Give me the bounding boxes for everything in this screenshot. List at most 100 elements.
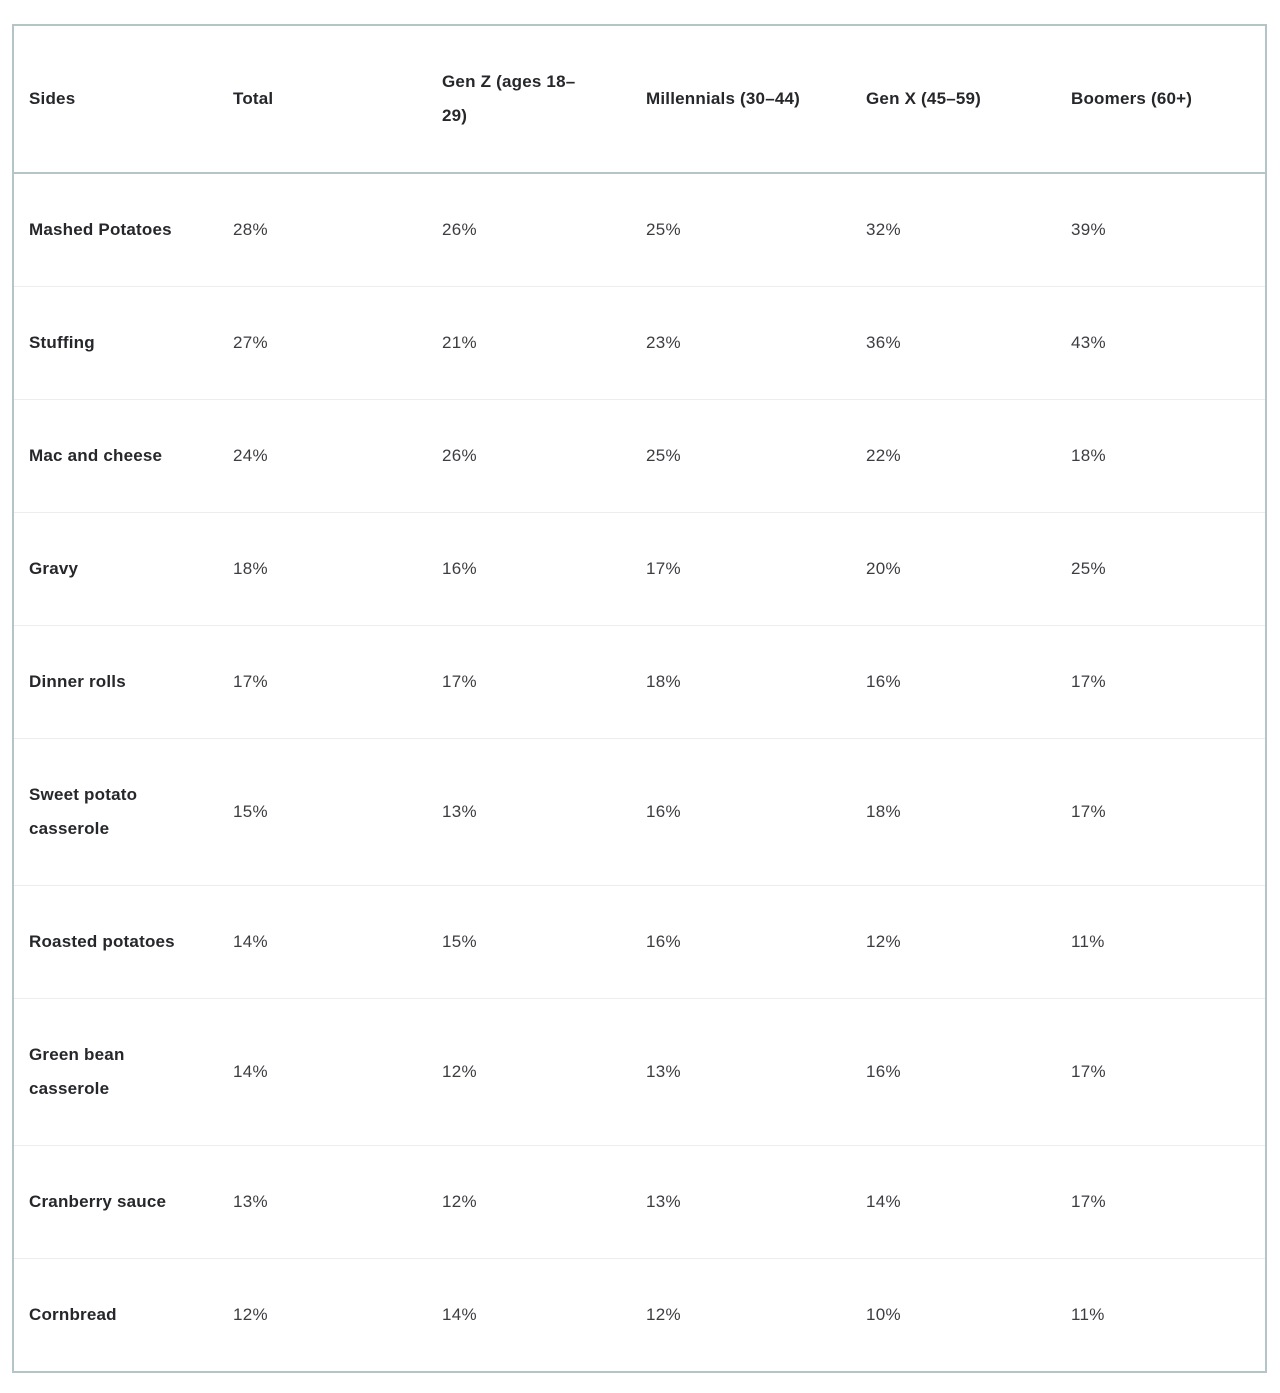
percentage-value: 13%	[646, 1062, 681, 1081]
value-cell: 17%	[1056, 738, 1266, 886]
percentage-value: 10%	[866, 1305, 901, 1324]
percentage-value: 16%	[866, 672, 901, 691]
percentage-value: 12%	[866, 932, 901, 951]
percentage-value: 16%	[646, 932, 681, 951]
table-row: Mac and cheese 24% 26% 25% 22% 18%	[13, 399, 1266, 513]
table-row: Sweet potato casserole 15% 13% 16% 18% 17%	[13, 738, 1266, 886]
value-cell: 13%	[218, 1145, 427, 1259]
percentage-value: 39%	[1071, 220, 1106, 239]
percentage-value: 17%	[646, 559, 681, 578]
table-row: Cornbread 12% 14% 12% 10% 11%	[13, 1258, 1266, 1372]
percentage-value: 15%	[233, 802, 268, 821]
percentage-value: 43%	[1071, 333, 1106, 352]
value-cell: 16%	[851, 998, 1056, 1146]
value-cell: 43%	[1056, 286, 1266, 400]
value-cell: 21%	[427, 286, 631, 400]
table-row: Roasted potatoes 14% 15% 16% 12% 11%	[13, 885, 1266, 999]
percentage-value: 18%	[233, 559, 268, 578]
row-label: Green bean casserole	[29, 1045, 125, 1098]
table-row: Cranberry sauce 13% 12% 13% 14% 17%	[13, 1145, 1266, 1259]
percentage-value: 20%	[866, 559, 901, 578]
column-header-label: Millennials (30–44)	[646, 89, 801, 108]
percentage-value: 14%	[233, 932, 268, 951]
percentage-value: 18%	[866, 802, 901, 821]
percentage-value: 14%	[866, 1192, 901, 1211]
row-label: Stuffing	[29, 333, 95, 352]
value-cell: 24%	[218, 399, 427, 513]
value-cell: 16%	[851, 625, 1056, 739]
percentage-value: 13%	[646, 1192, 681, 1211]
row-label-cell: Stuffing	[13, 286, 218, 400]
percentage-value: 16%	[442, 559, 477, 578]
value-cell: 12%	[851, 885, 1056, 999]
table-row: Green bean casserole 14% 12% 13% 16% 17%	[13, 998, 1266, 1146]
column-header-sides: Sides	[13, 25, 218, 174]
value-cell: 17%	[1056, 998, 1266, 1146]
value-cell: 11%	[1056, 885, 1266, 999]
percentage-value: 28%	[233, 220, 268, 239]
value-cell: 17%	[1056, 625, 1266, 739]
column-header-label: Gen X (45–59)	[866, 89, 982, 108]
value-cell: 15%	[218, 738, 427, 886]
percentage-value: 32%	[866, 220, 901, 239]
percentage-value: 15%	[442, 932, 477, 951]
percentage-value: 18%	[646, 672, 681, 691]
row-label: Dinner rolls	[29, 672, 126, 691]
row-label: Mashed Potatoes	[29, 220, 172, 239]
column-header-millennials: Millennials (30–44)	[631, 25, 851, 174]
value-cell: 11%	[1056, 1258, 1266, 1372]
value-cell: 39%	[1056, 173, 1266, 287]
percentage-value: 26%	[442, 446, 477, 465]
column-header-label: Gen Z (ages 18–29)	[442, 72, 576, 125]
percentage-value: 12%	[646, 1305, 681, 1324]
row-label-cell: Mashed Potatoes	[13, 173, 218, 287]
table-body: Mashed Potatoes 28% 26% 25% 32% 39% Stuffing 27…	[13, 173, 1266, 1372]
row-label-cell: Mac and cheese	[13, 399, 218, 513]
column-header-genx: Gen X (45–59)	[851, 25, 1056, 174]
value-cell: 20%	[851, 512, 1056, 626]
row-label: Mac and cheese	[29, 446, 163, 465]
column-header-label: Sides	[29, 89, 76, 108]
value-cell: 15%	[427, 885, 631, 999]
value-cell: 12%	[218, 1258, 427, 1372]
row-label: Cornbread	[29, 1305, 117, 1324]
table-row: Dinner rolls 17% 17% 18% 16% 17%	[13, 625, 1266, 739]
percentage-value: 11%	[1071, 932, 1105, 951]
value-cell: 26%	[427, 173, 631, 287]
value-cell: 16%	[631, 885, 851, 999]
value-cell: 18%	[631, 625, 851, 739]
row-label-cell: Dinner rolls	[13, 625, 218, 739]
value-cell: 17%	[1056, 1145, 1266, 1259]
value-cell: 14%	[218, 885, 427, 999]
value-cell: 36%	[851, 286, 1056, 400]
percentage-value: 25%	[646, 446, 681, 465]
percentage-value: 14%	[233, 1062, 268, 1081]
row-label-cell: Sweet potato casserole	[13, 738, 218, 886]
value-cell: 12%	[631, 1258, 851, 1372]
value-cell: 14%	[218, 998, 427, 1146]
column-header-label: Total	[233, 89, 274, 108]
row-label-cell: Cornbread	[13, 1258, 218, 1372]
row-label: Gravy	[29, 559, 79, 578]
row-label-cell: Green bean casserole	[13, 998, 218, 1146]
percentage-value: 12%	[442, 1062, 477, 1081]
percentage-value: 12%	[233, 1305, 268, 1324]
row-label-cell: Roasted potatoes	[13, 885, 218, 999]
value-cell: 10%	[851, 1258, 1056, 1372]
value-cell: 12%	[427, 1145, 631, 1259]
table-row: Mashed Potatoes 28% 26% 25% 32% 39%	[13, 173, 1266, 287]
table-header: Sides Total Gen Z (ages 18–29) Millennia…	[13, 25, 1266, 174]
column-header-label: Boomers (60+)	[1071, 89, 1193, 108]
percentage-value: 21%	[442, 333, 477, 352]
percentage-value: 17%	[442, 672, 477, 691]
header-row: Sides Total Gen Z (ages 18–29) Millennia…	[13, 25, 1266, 174]
percentage-value: 27%	[233, 333, 268, 352]
percentage-value: 16%	[866, 1062, 901, 1081]
percentage-value: 26%	[442, 220, 477, 239]
percentage-value: 14%	[442, 1305, 477, 1324]
value-cell: 13%	[631, 998, 851, 1146]
value-cell: 28%	[218, 173, 427, 287]
percentage-value: 17%	[1071, 1192, 1106, 1211]
percentage-value: 25%	[1071, 559, 1106, 578]
